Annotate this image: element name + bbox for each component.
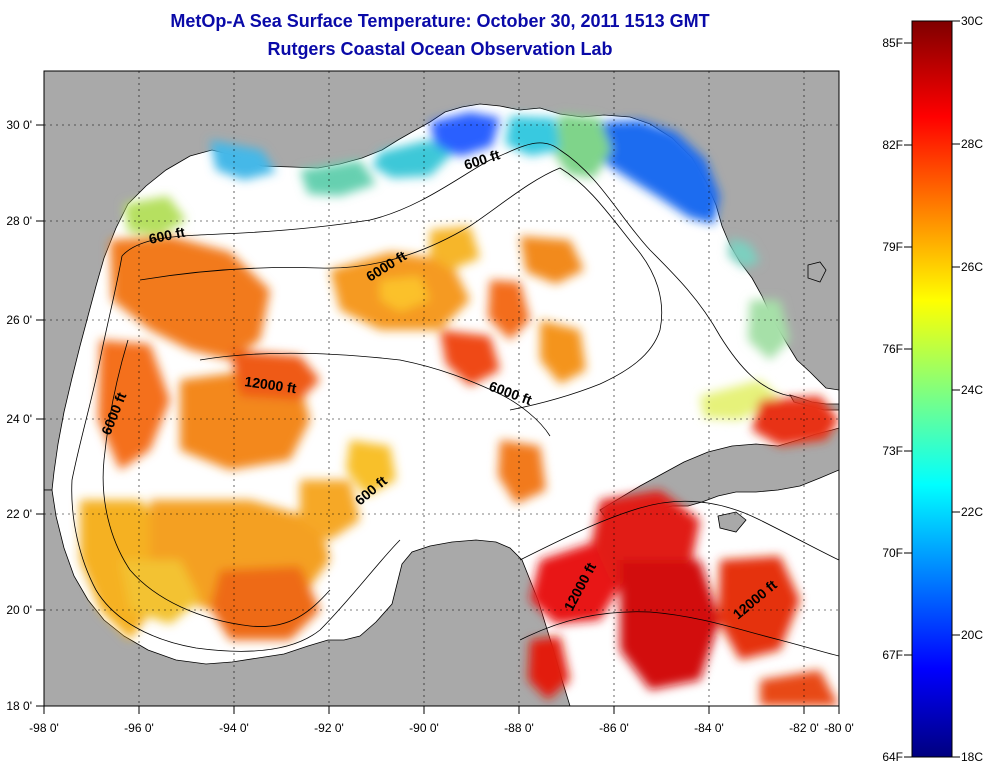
colorbar-f-label: 73F bbox=[882, 444, 903, 458]
x-tick-label: -90 0' bbox=[409, 721, 439, 735]
x-tick-label: -94 0' bbox=[219, 721, 249, 735]
x-tick-label: -92 0' bbox=[314, 721, 344, 735]
contour-label: 12000 ft bbox=[244, 373, 298, 396]
x-tick-label: -84 0' bbox=[694, 721, 724, 735]
colorbar-c-label: 18C bbox=[961, 750, 983, 764]
map-frame bbox=[43, 70, 840, 707]
colorbar-c-label: 24C bbox=[961, 383, 983, 397]
x-axis-labels: -98 0' -96 0' -94 0' -92 0' -90 0' -88 0… bbox=[29, 721, 854, 735]
y-tick-label: 30 0' bbox=[6, 118, 32, 132]
bathymetry-contours bbox=[71, 142, 839, 657]
axis-ticks bbox=[36, 124, 840, 714]
colorbar-f-label: 79F bbox=[882, 240, 903, 254]
colorbar: 85F 82F 79F 76F 73F 70F 67F 64F 30C 28C … bbox=[882, 14, 983, 764]
x-tick-label: -82 0' bbox=[789, 721, 819, 735]
colorbar-c-label: 28C bbox=[961, 137, 983, 151]
colorbar-c-label: 22C bbox=[961, 505, 983, 519]
map-title: MetOp-A Sea Surface Temperature: October… bbox=[170, 11, 710, 31]
colorbar-f-label: 67F bbox=[882, 648, 903, 662]
colorbar-f-label: 82F bbox=[882, 138, 903, 152]
colorbar-gradient bbox=[911, 20, 953, 758]
y-tick-label: 18 0' bbox=[6, 699, 32, 713]
colorbar-f-label: 70F bbox=[882, 546, 903, 560]
y-tick-label: 22 0' bbox=[6, 507, 32, 521]
colorbar-c-label: 20C bbox=[961, 628, 983, 642]
y-tick-label: 20 0' bbox=[6, 603, 32, 617]
y-tick-label: 26 0' bbox=[6, 313, 32, 327]
x-tick-label: -98 0' bbox=[29, 721, 59, 735]
us-gulf-coast bbox=[44, 71, 839, 491]
y-axis-labels: 30 0' 28 0' 26 0' 24 0' 22 0' 20 0' 18 0… bbox=[6, 118, 32, 713]
map-subtitle: Rutgers Coastal Ocean Observation Lab bbox=[267, 39, 613, 59]
colorbar-c-label: 30C bbox=[961, 14, 983, 28]
contour-label: 600 ft bbox=[147, 224, 186, 247]
sst-overlay bbox=[80, 112, 839, 706]
x-tick-label: -96 0' bbox=[124, 721, 154, 735]
lat-lon-grid bbox=[44, 71, 839, 706]
colorbar-c-label: 26C bbox=[961, 260, 983, 274]
x-tick-label: -80 0' bbox=[824, 721, 854, 735]
colorbar-f-label: 76F bbox=[882, 342, 903, 356]
x-tick-label: -88 0' bbox=[504, 721, 534, 735]
x-tick-label: -86 0' bbox=[599, 721, 629, 735]
map-area: 600 ft 600 ft 6000 ft 6000 ft 12000 ft 6… bbox=[44, 71, 839, 706]
y-tick-label: 28 0' bbox=[6, 214, 32, 228]
colorbar-f-label: 64F bbox=[882, 750, 903, 764]
colorbar-f-label: 85F bbox=[882, 36, 903, 50]
y-tick-label: 24 0' bbox=[6, 412, 32, 426]
